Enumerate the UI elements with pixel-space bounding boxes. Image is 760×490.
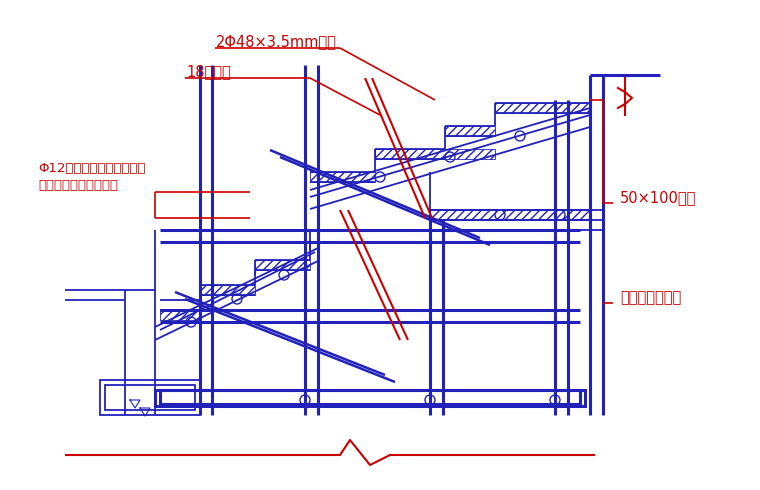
Bar: [375, 149, 495, 159]
Bar: [255, 260, 310, 270]
Text: Φ12对拉螺杆，间隔一步设
置一道，横向设置两遗: Φ12对拉螺杆，间隔一步设 置一道，横向设置两遗: [38, 162, 145, 192]
Bar: [155, 390, 585, 406]
Text: 18厚层板: 18厚层板: [186, 65, 231, 79]
Bar: [495, 103, 590, 113]
Bar: [200, 285, 255, 295]
Bar: [430, 210, 590, 220]
Text: 钓管脚手架支撑: 钓管脚手架支撑: [620, 291, 681, 305]
Text: 2Φ48×3.5mm钓管: 2Φ48×3.5mm钓管: [216, 34, 337, 49]
Bar: [160, 310, 200, 320]
Bar: [160, 390, 580, 404]
Bar: [105, 385, 195, 410]
Bar: [445, 126, 495, 136]
Bar: [100, 380, 200, 415]
Text: 50×100木枹: 50×100木枹: [620, 191, 696, 205]
Bar: [310, 172, 375, 182]
